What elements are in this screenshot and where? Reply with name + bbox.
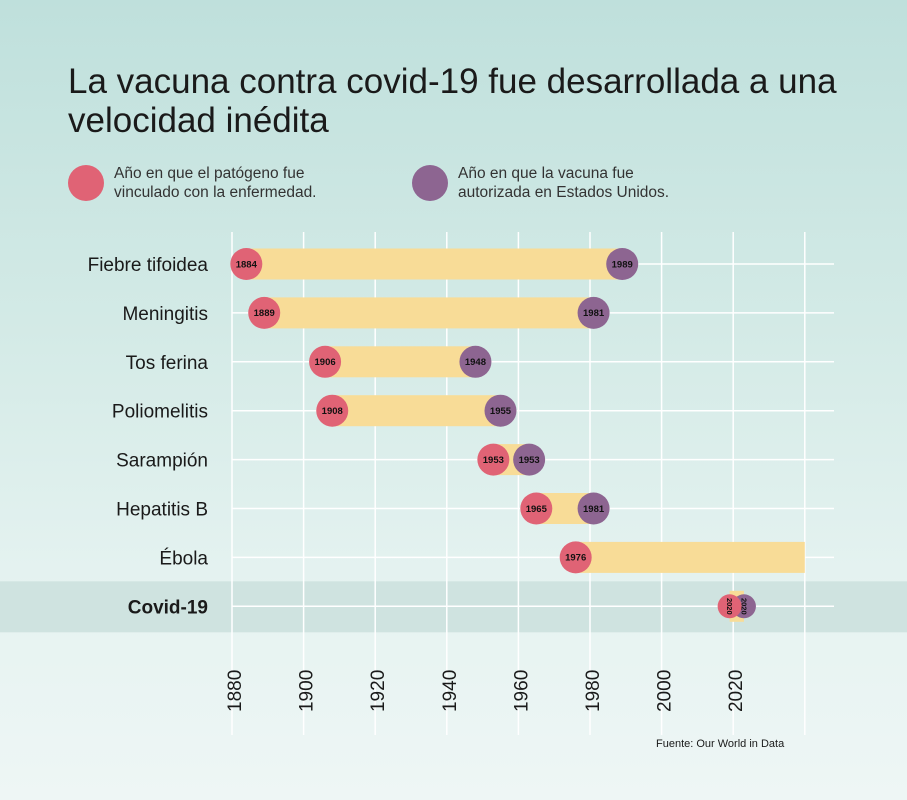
legend-item-pathogen: Año en que el patógeno fue vinculado con… [68,164,317,202]
pathogen-dot [309,345,342,378]
vaccine-year-label: 1953 [519,455,540,466]
row-label: Ébola [159,548,208,569]
pathogen-dot [316,394,349,427]
x-tick-label: 1900 [297,670,318,712]
range-bar [264,297,594,329]
legend-dot-vaccine [412,165,448,201]
vaccine-dot [513,443,546,476]
vaccine-year-label: 1981 [583,308,605,319]
vaccine-year-label: 1948 [465,357,486,368]
x-tick-label: 1960 [511,670,532,712]
row-label: Meningitis [122,304,208,325]
x-tick-label: 1920 [368,670,389,712]
vaccine-year-label: 1981 [583,504,605,515]
row-label: Poliomelitis [112,402,208,423]
vaccine-year-label: 1989 [612,259,633,270]
chart-title: La vacuna contra covid-19 fue desarrolla… [68,62,837,140]
vaccine-dot [459,345,492,378]
row-label: Covid-19 [128,597,208,618]
vaccine-year-label: 2020 [739,598,748,615]
pathogen-dot [559,541,592,574]
x-tick-label: 1880 [225,670,246,712]
range-bar [325,346,476,378]
pathogen-dot [717,594,742,619]
source-note: Fuente: Our World in Data [656,738,785,750]
pathogen-dot [248,296,281,329]
x-tick-label: 1940 [440,670,461,712]
range-bar [246,248,623,280]
legend-label-vaccine: Año en que la vacuna fue autorizada en E… [458,165,670,201]
vaccine-dot [577,492,610,525]
range-bar [575,541,805,573]
vaccine-year-label: 1955 [490,406,512,417]
row-label: Fiebre tifoidea [88,255,209,276]
row-label: Sarampión [116,451,208,472]
pathogen-dot [477,443,510,476]
pathogen-year-label: 1906 [315,357,336,368]
pathogen-dot [230,248,263,280]
legend-item-vaccine: Año en que la vacuna fue autorizada en E… [412,164,669,202]
legend-dot-pathogen [68,165,104,201]
x-tick-label: 2000 [655,670,676,712]
vaccine-dot [484,394,517,427]
x-tick-label: 1980 [583,670,604,712]
pathogen-year-label: 1884 [236,259,258,270]
pathogen-year-label: 1965 [526,504,548,515]
range-bar [332,395,501,427]
row-label: Tos ferina [126,353,209,374]
pathogen-year-label: 1976 [565,553,586,564]
pathogen-year-label: 2020 [725,598,734,615]
x-tick-label: 2020 [726,670,747,712]
pathogen-year-label: 1953 [483,455,504,466]
row-label: Hepatitis B [116,500,208,521]
legend-label-pathogen: Año en que el patógeno fue vinculado con… [114,165,317,201]
vaccine-dot [606,248,639,280]
pathogen-year-label: 1889 [254,308,275,319]
pathogen-dot [520,492,553,525]
pathogen-year-label: 1908 [322,406,343,417]
vaccine-dot [577,296,610,329]
